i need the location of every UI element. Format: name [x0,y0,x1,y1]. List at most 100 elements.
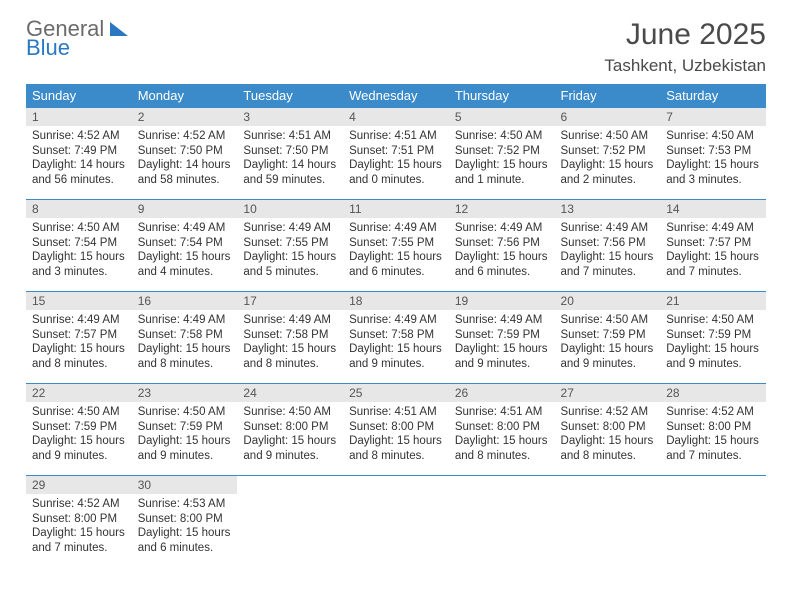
weekday-saturday: Saturday [660,84,766,108]
sunrise-line: Sunrise: 4:49 AM [455,221,549,236]
calendar-day-cell [555,476,661,568]
day-number: 1 [26,108,132,126]
daylight-line: Daylight: 15 hours and 9 minutes. [349,342,443,371]
day-data: Sunrise: 4:51 AMSunset: 8:00 PMDaylight:… [343,402,449,468]
day-number: 2 [132,108,238,126]
day-number: 14 [660,200,766,218]
daylight-line: Daylight: 14 hours and 56 minutes. [32,158,126,187]
sunset-line: Sunset: 8:00 PM [349,420,443,435]
day-number: 10 [237,200,343,218]
sunset-line: Sunset: 7:58 PM [349,328,443,343]
sunrise-line: Sunrise: 4:51 AM [455,405,549,420]
logo-triangle-icon [110,22,128,36]
sunrise-line: Sunrise: 4:50 AM [561,313,655,328]
day-data: Sunrise: 4:49 AMSunset: 7:55 PMDaylight:… [237,218,343,284]
day-number: 27 [555,384,661,402]
calendar-day-cell: 27Sunrise: 4:52 AMSunset: 8:00 PMDayligh… [555,384,661,476]
sunset-line: Sunset: 7:59 PM [455,328,549,343]
day-number: 25 [343,384,449,402]
daylight-line: Daylight: 14 hours and 58 minutes. [138,158,232,187]
calendar-day-cell: 3Sunrise: 4:51 AMSunset: 7:50 PMDaylight… [237,108,343,200]
sunrise-line: Sunrise: 4:49 AM [455,313,549,328]
day-number: 4 [343,108,449,126]
daylight-line: Daylight: 15 hours and 0 minutes. [349,158,443,187]
sunset-line: Sunset: 8:00 PM [455,420,549,435]
day-data: Sunrise: 4:49 AMSunset: 7:55 PMDaylight:… [343,218,449,284]
sunrise-line: Sunrise: 4:50 AM [32,405,126,420]
daylight-line: Daylight: 15 hours and 9 minutes. [32,434,126,463]
sunset-line: Sunset: 7:59 PM [32,420,126,435]
sunrise-line: Sunrise: 4:50 AM [666,129,760,144]
day-number: 30 [132,476,238,494]
day-number: 18 [343,292,449,310]
calendar-day-cell: 19 Sunrise: 4:49 AMSunset: 7:59 PMDayligh… [449,292,555,384]
calendar-day-cell: 15Sunrise: 4:49 AMSunset: 7:57 PMDayligh… [26,292,132,384]
location-label: Tashkent, Uzbekistan [604,56,766,76]
day-data: Sunrise: 4:49 AMSunset: 7:58 PMDaylight:… [343,310,449,376]
calendar-page: General Blue June 2025 Tashkent, Uzbekis… [0,0,792,584]
sunset-line: Sunset: 7:58 PM [243,328,337,343]
day-data: Sunrise: 4:50 AMSunset: 7:59 PMDaylight:… [660,310,766,376]
calendar-day-cell: 24Sunrise: 4:50 AMSunset: 8:00 PMDayligh… [237,384,343,476]
sunrise-line: Sunrise: 4:50 AM [561,129,655,144]
calendar-week-row: 15Sunrise: 4:49 AMSunset: 7:57 PMDayligh… [26,292,766,384]
day-number: 3 [237,108,343,126]
day-number: 20 [555,292,661,310]
sunrise-line: Sunrise: 4:50 AM [32,221,126,236]
day-number: 26 [449,384,555,402]
sunset-line: Sunset: 7:59 PM [561,328,655,343]
day-data: Sunrise: 4:51 AMSunset: 7:51 PMDaylight:… [343,126,449,192]
day-data: Sunrise: 4:52 AMSunset: 7:50 PMDaylight:… [132,126,238,192]
sunrise-line: Sunrise: 4:52 AM [666,405,760,420]
day-data: Sunrise: 4:50 AMSunset: 7:52 PMDaylight:… [449,126,555,192]
day-number: 11 [343,200,449,218]
daylight-line: Daylight: 15 hours and 3 minutes. [666,158,760,187]
sunset-line: Sunset: 7:59 PM [138,420,232,435]
day-data: Sunrise: 4:50 AMSunset: 7:59 PMDaylight:… [555,310,661,376]
day-number: 16 [132,292,238,310]
calendar-day-cell: 12Sunrise: 4:49 AMSunset: 7:56 PMDayligh… [449,200,555,292]
day-data: Sunrise: 4:49 AMSunset: 7:56 PMDaylight:… [449,218,555,284]
day-data: Sunrise: 4:52 AMSunset: 8:00 PMDaylight:… [555,402,661,468]
sunset-line: Sunset: 7:54 PM [32,236,126,251]
sunset-line: Sunset: 7:54 PM [138,236,232,251]
sunrise-line: Sunrise: 4:49 AM [243,221,337,236]
sunrise-line: Sunrise: 4:52 AM [32,497,126,512]
sunset-line: Sunset: 8:00 PM [243,420,337,435]
day-data: Sunrise: 4:49 AMSunset: 7:58 PMDaylight:… [237,310,343,376]
daylight-line: Daylight: 15 hours and 9 minutes. [455,342,549,371]
calendar-week-row: 22Sunrise: 4:50 AMSunset: 7:59 PMDayligh… [26,384,766,476]
calendar-day-cell: 25Sunrise: 4:51 AMSunset: 8:00 PMDayligh… [343,384,449,476]
calendar-week-row: 8Sunrise: 4:50 AMSunset: 7:54 PMDaylight… [26,200,766,292]
day-data: Sunrise: 4:50 AMSunset: 7:59 PMDaylight:… [26,402,132,468]
calendar-day-cell: 7Sunrise: 4:50 AMSunset: 7:53 PMDaylight… [660,108,766,200]
sunrise-line: Sunrise: 4:50 AM [138,405,232,420]
day-data: Sunrise: 4:49 AMSunset: 7:54 PMDaylight:… [132,218,238,284]
sunset-line: Sunset: 8:00 PM [666,420,760,435]
day-number: 15 [26,292,132,310]
calendar-day-cell [237,476,343,568]
weekday-wednesday: Wednesday [343,84,449,108]
sunset-line: Sunset: 7:56 PM [455,236,549,251]
calendar-day-cell [343,476,449,568]
sunset-line: Sunset: 7:50 PM [243,144,337,159]
calendar-day-cell: 13Sunrise: 4:49 AMSunset: 7:56 PMDayligh… [555,200,661,292]
day-number: 21 [660,292,766,310]
calendar-day-cell: 9Sunrise: 4:49 AMSunset: 7:54 PMDaylight… [132,200,238,292]
day-number: 24 [237,384,343,402]
daylight-line: Daylight: 15 hours and 8 minutes. [349,434,443,463]
sunrise-line: Sunrise: 4:51 AM [243,129,337,144]
daylight-line: Daylight: 15 hours and 5 minutes. [243,250,337,279]
calendar-day-cell: 1Sunrise: 4:52 AMSunset: 7:49 PMDaylight… [26,108,132,200]
daylight-line: Daylight: 15 hours and 8 minutes. [455,434,549,463]
sunset-line: Sunset: 7:55 PM [349,236,443,251]
day-number: 23 [132,384,238,402]
sunrise-line: Sunrise: 4:49 AM [561,221,655,236]
daylight-line: Daylight: 15 hours and 8 minutes. [32,342,126,371]
sunset-line: Sunset: 7:55 PM [243,236,337,251]
day-number: 19 [449,292,555,310]
calendar-week-row: 29Sunrise: 4:52 AMSunset: 8:00 PMDayligh… [26,476,766,568]
sunset-line: Sunset: 7:52 PM [561,144,655,159]
header: General Blue June 2025 Tashkent, Uzbekis… [26,18,766,76]
daylight-line: Daylight: 15 hours and 9 minutes. [666,342,760,371]
